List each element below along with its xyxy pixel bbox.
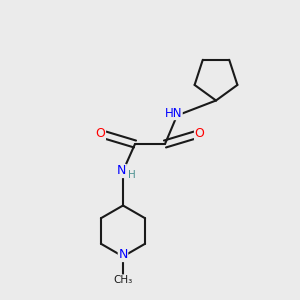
Text: O: O (195, 127, 204, 140)
Text: N: N (117, 164, 126, 178)
Text: CH₃: CH₃ (113, 275, 133, 285)
Text: N: N (118, 248, 128, 262)
Text: HN: HN (165, 106, 182, 120)
Text: H: H (128, 170, 135, 181)
Text: O: O (96, 127, 105, 140)
